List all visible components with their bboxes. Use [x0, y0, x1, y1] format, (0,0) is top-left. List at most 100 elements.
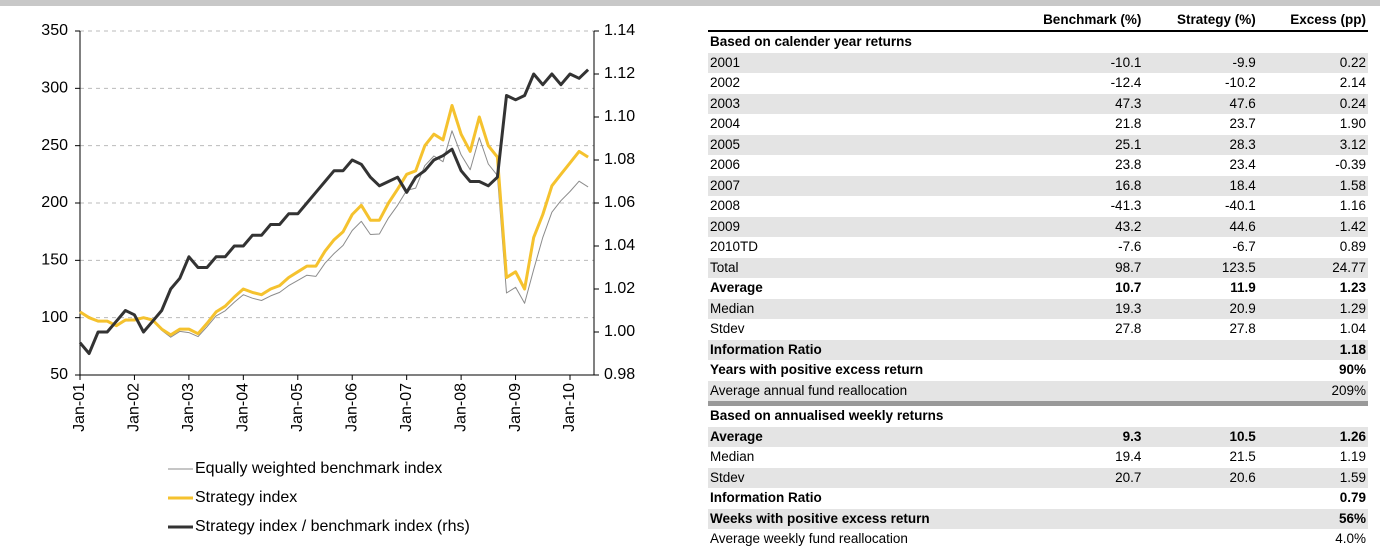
- row-label: 2007: [708, 175, 1002, 196]
- y2-tick-label: 1.10: [604, 108, 635, 125]
- value-cell: -7.6: [1118, 239, 1142, 255]
- row-label: Average annual fund reallocation: [708, 380, 1002, 404]
- data-row: 2005 25.1 28.3 3.12: [708, 134, 1368, 155]
- value-cell: 1.19: [1339, 449, 1366, 465]
- x-tick-label: Jan-03: [180, 383, 197, 432]
- value-cell: 209%: [1257, 380, 1368, 404]
- empty-cell: [1002, 339, 1144, 360]
- row-label: Average: [710, 280, 763, 296]
- top-bar: [0, 0, 1380, 6]
- row-label: Stdev: [710, 321, 745, 337]
- value-cell: 23.8: [1115, 157, 1142, 173]
- value-cell: 18.4: [1143, 175, 1258, 196]
- x-tick-label: Jan-05: [289, 383, 306, 432]
- value-cell: 1.18: [1257, 339, 1368, 360]
- value-cell: 123.5: [1143, 257, 1258, 278]
- row-label: Median: [710, 449, 755, 465]
- row-label: Years with positive excess return: [710, 362, 924, 378]
- legend-label: Strategy index / benchmark index (rhs): [195, 518, 470, 535]
- data-row: 2004 21.8 23.7 1.90: [708, 114, 1368, 135]
- stats-table: Benchmark (%) Strategy (%) Excess (pp) Bas…: [708, 6, 1368, 550]
- value-cell: -41.3: [1110, 198, 1142, 214]
- data-row: Average 10.7 11.9 1.23: [708, 278, 1368, 299]
- x-tick-label: Jan-01: [71, 383, 88, 432]
- data-row: Total 98.7 123.5 24.77: [708, 257, 1368, 278]
- y-tick-label: 350: [41, 22, 68, 39]
- x-tick-label: Jan-08: [452, 383, 469, 432]
- data-row: Information Ratio 0.79: [708, 488, 1368, 509]
- row-label: 2002: [710, 75, 741, 91]
- data-row: Median 19.4 21.5 1.19: [708, 447, 1368, 468]
- value-cell: 1.29: [1257, 298, 1368, 319]
- value-cell: 47.3: [1002, 93, 1144, 114]
- row-label: Weeks with positive excess return: [708, 508, 1002, 529]
- value-cell: 0.22: [1257, 52, 1368, 73]
- empty-cell: [1143, 339, 1258, 360]
- value-cell: 20.6: [1143, 467, 1258, 488]
- value-cell: 21.5: [1229, 449, 1256, 465]
- data-row: 2007 16.8 18.4 1.58: [708, 175, 1368, 196]
- row-label: 2006: [710, 157, 741, 173]
- empty-cell: [1143, 529, 1257, 550]
- value-cell: 19.3: [1002, 298, 1144, 319]
- value-cell: 25.1: [1002, 134, 1144, 155]
- value-cell: -12.4: [1110, 75, 1142, 91]
- value-cell: 28.3: [1143, 134, 1258, 155]
- row-label: 2010TD: [710, 239, 759, 255]
- value-cell: -10.2: [1224, 75, 1256, 91]
- data-row: Stdev 27.8 27.8 1.04: [708, 319, 1368, 340]
- y-tick-label: 100: [41, 309, 68, 326]
- value-cell: 2.14: [1339, 75, 1366, 91]
- y-tick-label: 200: [41, 194, 68, 211]
- data-row: 2003 47.3 47.6 0.24: [708, 93, 1368, 114]
- empty-cell: [1002, 380, 1144, 404]
- value-cell: 1.90: [1339, 116, 1366, 132]
- data-row: Stdev 20.7 20.6 1.59: [708, 467, 1368, 488]
- value-cell: -10.1: [1002, 52, 1144, 73]
- value-cell: 23.4: [1229, 157, 1256, 173]
- y-tick-label: 300: [41, 80, 68, 97]
- section-row: Based on calender year returns: [708, 30, 1368, 53]
- row-label: Average: [708, 426, 1002, 447]
- value-cell: 27.8: [1115, 321, 1142, 337]
- x-tick-label: Jan-09: [507, 383, 524, 432]
- column-header: Strategy (%): [1176, 12, 1256, 27]
- value-cell: 1.58: [1257, 175, 1368, 196]
- data-row: 2006 23.8 23.4 -0.39: [708, 155, 1368, 176]
- row-label: Information Ratio: [710, 490, 822, 506]
- value-cell: 3.12: [1257, 134, 1368, 155]
- value-cell: 24.77: [1257, 257, 1368, 278]
- y-tick-label: 250: [41, 137, 68, 154]
- data-row: 2001 -10.1 -9.9 0.22: [708, 52, 1368, 73]
- empty-cell: [1143, 360, 1257, 381]
- value-cell: 27.8: [1229, 321, 1256, 337]
- data-row: Median 19.3 20.9 1.29: [708, 298, 1368, 319]
- data-row: Weeks with positive excess return 56%: [708, 508, 1368, 529]
- section-title: Based on calender year returns: [708, 30, 1368, 53]
- value-cell: -9.9: [1143, 52, 1258, 73]
- x-tick-label: Jan-06: [343, 383, 360, 432]
- value-cell: 9.3: [1002, 426, 1144, 447]
- value-cell: 1.16: [1339, 198, 1366, 214]
- empty-cell: [1002, 508, 1144, 529]
- row-label: Total: [708, 257, 1002, 278]
- value-cell: 1.42: [1257, 216, 1368, 237]
- empty-cell: [1143, 508, 1258, 529]
- value-cell: 1.26: [1257, 426, 1368, 447]
- legend-label: Equally weighted benchmark index: [195, 460, 442, 477]
- column-header: Excess (pp): [1290, 12, 1366, 27]
- empty-cell: [1143, 380, 1258, 404]
- data-row: Years with positive excess return 90%: [708, 360, 1368, 381]
- value-cell: 21.8: [1115, 116, 1142, 132]
- value-cell: -6.7: [1232, 239, 1256, 255]
- header-row: Benchmark (%) Strategy (%) Excess (pp): [708, 6, 1368, 31]
- value-cell: 90%: [1338, 362, 1366, 378]
- value-cell: 20.7: [1002, 467, 1144, 488]
- empty-cell: [1143, 488, 1257, 509]
- row-label: 2005: [708, 134, 1002, 155]
- row-label: Average weekly fund reallocation: [710, 531, 908, 547]
- value-cell: 23.7: [1229, 116, 1256, 132]
- row-label: Median: [708, 298, 1002, 319]
- data-row: Average 9.3 10.5 1.26: [708, 426, 1368, 447]
